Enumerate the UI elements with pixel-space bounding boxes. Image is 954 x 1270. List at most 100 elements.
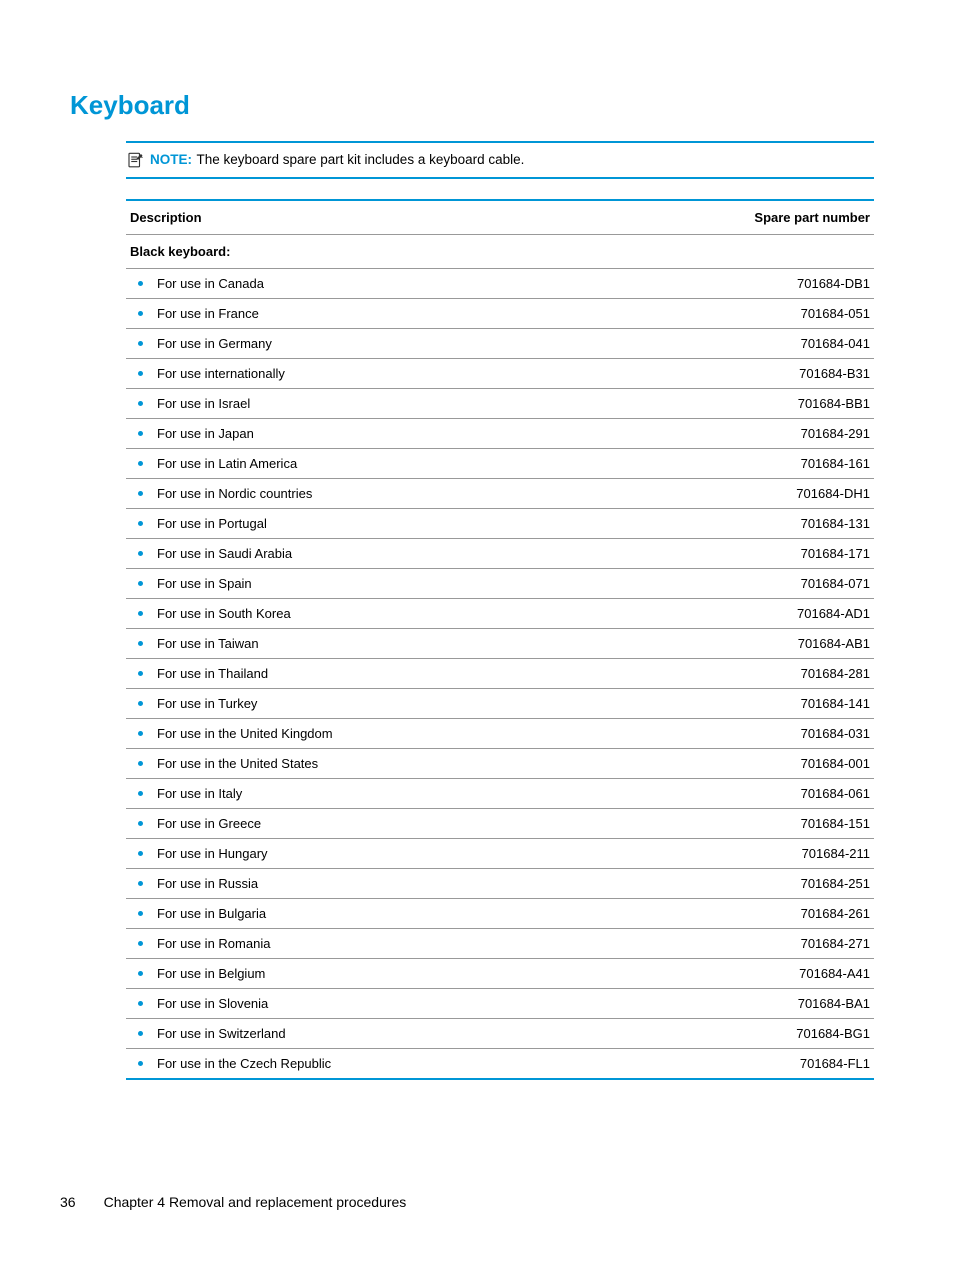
- table-row: For use in Latin America701684-161: [126, 449, 874, 479]
- description-cell: For use in Turkey: [130, 696, 257, 711]
- chapter-title: Chapter 4 Removal and replacement proced…: [104, 1194, 407, 1210]
- bullet-icon: [138, 521, 143, 526]
- table-row: For use in the United Kingdom701684-031: [126, 719, 874, 749]
- description-text: For use in Romania: [157, 936, 270, 951]
- part-number: 701684-BA1: [798, 996, 870, 1011]
- table-row: For use in Italy 701684-061: [126, 779, 874, 809]
- bullet-icon: [138, 341, 143, 346]
- description-text: For use in Germany: [157, 336, 272, 351]
- bullet-icon: [138, 911, 143, 916]
- table-row: For use in South Korea701684-AD1: [126, 599, 874, 629]
- description-cell: For use in Germany: [130, 336, 272, 351]
- bullet-icon: [138, 671, 143, 676]
- table-row: For use in the United States 701684-001: [126, 749, 874, 779]
- part-number: 701684-041: [801, 336, 870, 351]
- table-row: For use in Hungary701684-211: [126, 839, 874, 869]
- description-cell: For use in France: [130, 306, 259, 321]
- description-text: For use in Switzerland: [157, 1026, 286, 1041]
- bullet-icon: [138, 971, 143, 976]
- description-cell: For use in Slovenia: [130, 996, 268, 1011]
- description-cell: For use in Portugal: [130, 516, 267, 531]
- table-row: For use in Greece 701684-151: [126, 809, 874, 839]
- bullet-icon: [138, 281, 143, 286]
- description-text: For use in Spain: [157, 576, 252, 591]
- description-text: For use in the United States: [157, 756, 318, 771]
- part-number: 701684-BB1: [798, 396, 870, 411]
- table-row: For use in Saudi Arabia701684-171: [126, 539, 874, 569]
- note-text: The keyboard spare part kit includes a k…: [196, 152, 524, 167]
- header-part-number: Spare part number: [754, 210, 870, 225]
- description-text: For use in Slovenia: [157, 996, 268, 1011]
- description-cell: For use in Israel: [130, 396, 250, 411]
- table-row: For use in Taiwan701684-AB1: [126, 629, 874, 659]
- table-row: For use in Nordic countries 701684-DH1: [126, 479, 874, 509]
- part-number: 701684-AD1: [797, 606, 870, 621]
- bullet-icon: [138, 311, 143, 316]
- part-number: 701684-BG1: [796, 1026, 870, 1041]
- part-number: 701684-281: [801, 666, 870, 681]
- bullet-icon: [138, 701, 143, 706]
- description-text: For use in Greece: [157, 816, 261, 831]
- part-number: 701684-DH1: [796, 486, 870, 501]
- table-row: For use in Thailand 701684-281: [126, 659, 874, 689]
- description-text: For use in Hungary: [157, 846, 268, 861]
- bullet-icon: [138, 371, 143, 376]
- description-cell: For use in Saudi Arabia: [130, 546, 292, 561]
- table-row: For use in Switzerland 701684-BG1: [126, 1019, 874, 1049]
- part-number: 701684-061: [801, 786, 870, 801]
- header-description: Description: [130, 210, 202, 225]
- bullet-icon: [138, 641, 143, 646]
- description-cell: For use in the United States: [130, 756, 318, 771]
- bullet-icon: [138, 491, 143, 496]
- bullet-icon: [138, 611, 143, 616]
- part-number: 701684-B31: [799, 366, 870, 381]
- bullet-icon: [138, 791, 143, 796]
- description-text: For use in Belgium: [157, 966, 265, 981]
- table-row: For use in Spain701684-071: [126, 569, 874, 599]
- parts-table: Description Spare part number Black keyb…: [126, 199, 874, 1080]
- description-cell: For use in Belgium: [130, 966, 265, 981]
- description-text: For use in the Czech Republic: [157, 1056, 331, 1071]
- page-number: 36: [60, 1194, 76, 1210]
- description-cell: For use in Hungary: [130, 846, 268, 861]
- table-row: For use in Turkey 701684-141: [126, 689, 874, 719]
- description-cell: For use internationally: [130, 366, 285, 381]
- table-row: For use in Germany 701684-041: [126, 329, 874, 359]
- description-cell: For use in Russia: [130, 876, 258, 891]
- description-cell: For use in Nordic countries: [130, 486, 312, 501]
- part-number: 701684-261: [801, 906, 870, 921]
- part-number: 701684-161: [801, 456, 870, 471]
- part-number: 701684-FL1: [800, 1056, 870, 1071]
- bullet-icon: [138, 401, 143, 406]
- note-label: NOTE:: [150, 152, 192, 167]
- bullet-icon: [138, 941, 143, 946]
- part-number: 701684-151: [801, 816, 870, 831]
- table-row: For use in Belgium701684-A41: [126, 959, 874, 989]
- description-cell: For use in Switzerland: [130, 1026, 286, 1041]
- description-text: For use in Italy: [157, 786, 242, 801]
- part-number: 701684-141: [801, 696, 870, 711]
- description-text: For use in Bulgaria: [157, 906, 266, 921]
- bullet-icon: [138, 761, 143, 766]
- bullet-icon: [138, 1001, 143, 1006]
- bullet-icon: [138, 851, 143, 856]
- description-text: For use in Israel: [157, 396, 250, 411]
- description-cell: For use in Canada: [130, 276, 264, 291]
- page-footer: 36 Chapter 4 Removal and replacement pro…: [60, 1194, 406, 1210]
- bullet-icon: [138, 1031, 143, 1036]
- description-text: For use in Portugal: [157, 516, 267, 531]
- table-row: For use in the Czech Republic 701684-FL1: [126, 1049, 874, 1080]
- table-row: For use in Slovenia 701684-BA1: [126, 989, 874, 1019]
- table-row: For use internationally 701684-B31: [126, 359, 874, 389]
- part-number: 701684-001: [801, 756, 870, 771]
- description-cell: For use in Thailand: [130, 666, 268, 681]
- description-text: For use in Turkey: [157, 696, 257, 711]
- table-row: For use in Canada701684-DB1: [126, 269, 874, 299]
- description-cell: For use in the Czech Republic: [130, 1056, 331, 1071]
- description-text: For use in France: [157, 306, 259, 321]
- description-cell: For use in Greece: [130, 816, 261, 831]
- bullet-icon: [138, 431, 143, 436]
- table-row: For use in Japan701684-291: [126, 419, 874, 449]
- description-text: For use in Japan: [157, 426, 254, 441]
- part-number: 701684-031: [801, 726, 870, 741]
